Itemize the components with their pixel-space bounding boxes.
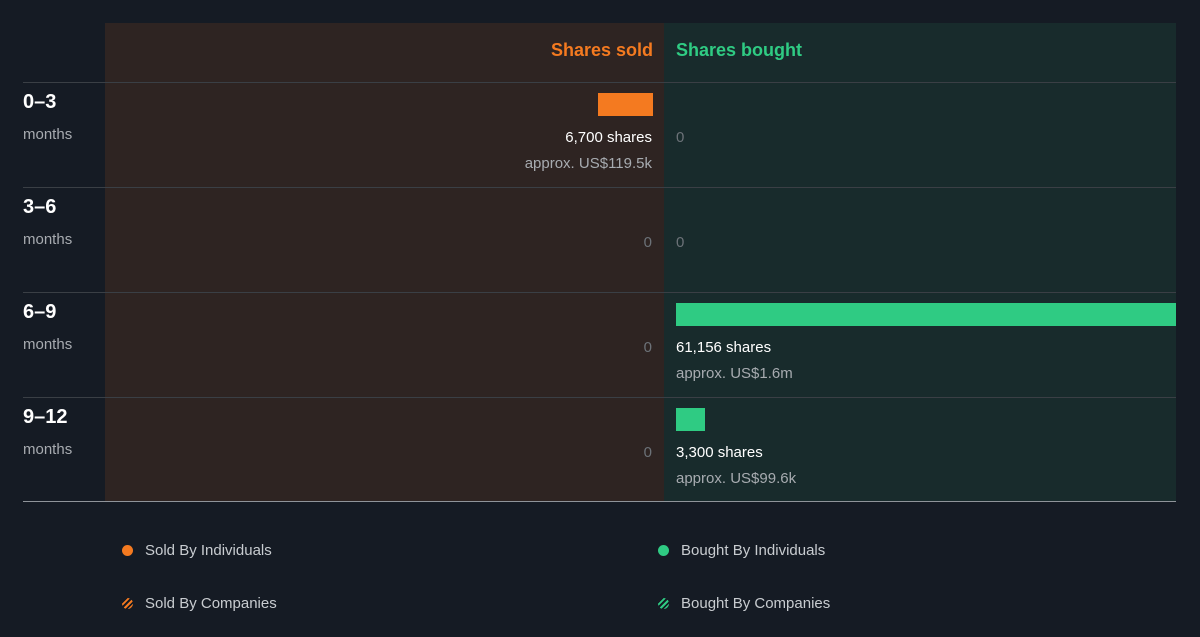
period-label: 6–9 bbox=[23, 301, 57, 323]
row-divider bbox=[23, 292, 1176, 293]
period-unit: months bbox=[23, 336, 73, 353]
sold-zero-value: 0 bbox=[643, 339, 652, 356]
green-dot-icon bbox=[658, 545, 669, 556]
legend-sold-individuals[interactable]: Sold By Individuals bbox=[122, 542, 272, 559]
shares-bought-panel bbox=[664, 23, 1176, 502]
legend-sold-companies[interactable]: Sold By Companies bbox=[122, 595, 277, 612]
sold-zero-value: 0 bbox=[643, 234, 652, 251]
bought-zero-value: 0 bbox=[676, 234, 685, 251]
sold-approx-value: approx. US$119.5k bbox=[524, 155, 652, 172]
shares-bought-header: Shares bought bbox=[676, 40, 803, 60]
legend-bought-individuals[interactable]: Bought By Individuals bbox=[658, 542, 825, 559]
sold-zero-value: 0 bbox=[643, 444, 652, 461]
shares-sold-panel bbox=[105, 23, 664, 502]
period-label: 9–12 bbox=[23, 406, 68, 428]
striped-green-dot-icon bbox=[658, 598, 669, 609]
period-label: 3–6 bbox=[23, 196, 57, 218]
legend-bought-companies[interactable]: Bought By Companies bbox=[658, 595, 830, 612]
shares-sold-header: Shares sold bbox=[550, 40, 653, 60]
period-unit: months bbox=[23, 126, 73, 143]
bought-approx-value: approx. US$1.6m bbox=[676, 365, 793, 382]
row-divider bbox=[23, 397, 1176, 398]
bought-shares-value: 3,300 shares bbox=[676, 444, 763, 461]
sold-bar[interactable] bbox=[598, 93, 653, 116]
legend-label: Sold By Individuals bbox=[145, 542, 272, 559]
bought-shares-value: 61,156 shares bbox=[676, 339, 772, 356]
bought-bar[interactable] bbox=[676, 408, 705, 431]
row-divider bbox=[23, 187, 1176, 188]
period-unit: months bbox=[23, 231, 73, 248]
legend-label: Bought By Companies bbox=[681, 595, 831, 612]
bought-approx-value: approx. US$99.6k bbox=[676, 470, 797, 487]
chart-baseline bbox=[23, 501, 1176, 502]
legend-label: Sold By Companies bbox=[145, 595, 277, 612]
striped-orange-dot-icon bbox=[122, 598, 133, 609]
sold-shares-value: 6,700 shares bbox=[565, 129, 652, 146]
bought-zero-value: 0 bbox=[676, 129, 685, 146]
orange-dot-icon bbox=[122, 545, 133, 556]
bought-bar[interactable] bbox=[676, 303, 1176, 326]
period-unit: months bbox=[23, 441, 73, 458]
row-divider bbox=[23, 82, 1176, 83]
legend-label: Bought By Individuals bbox=[681, 542, 826, 559]
period-label: 0–3 bbox=[23, 91, 57, 113]
